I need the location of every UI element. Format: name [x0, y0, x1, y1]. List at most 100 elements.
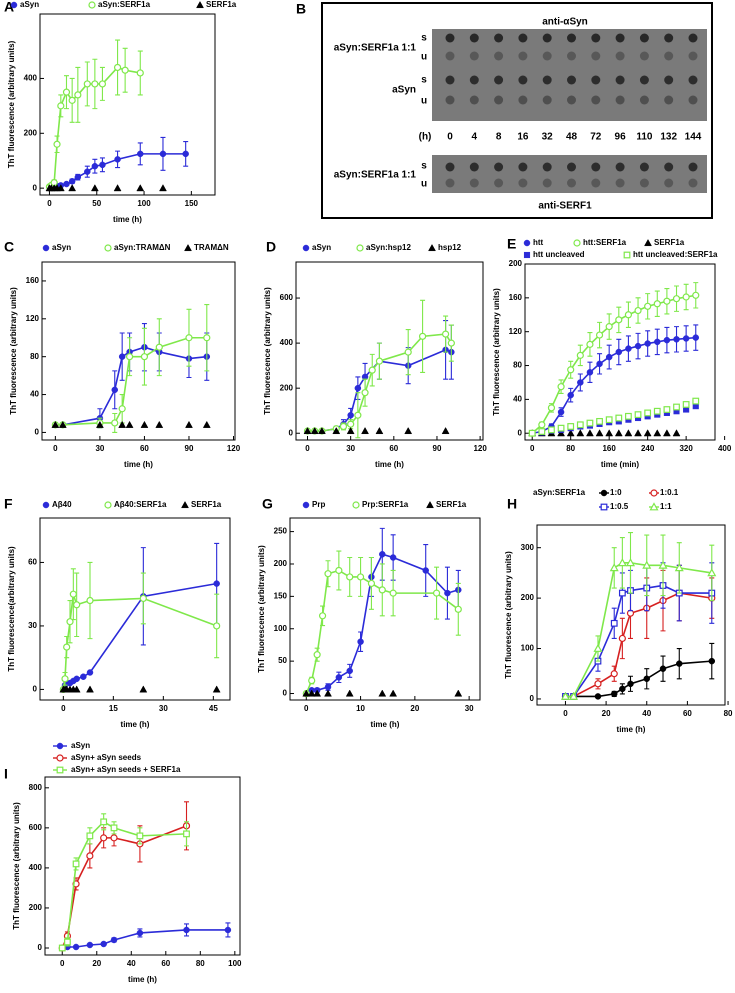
- legend-label: SERF1a: [206, 0, 237, 9]
- data-point: [346, 426, 355, 435]
- legend-label: SERF1a: [191, 500, 222, 509]
- x-tick-label: 120: [227, 444, 241, 453]
- blot-dot: [445, 75, 455, 85]
- y-tick-label: 400: [24, 74, 38, 83]
- blot-dot: [445, 33, 455, 43]
- blot-time: 48: [566, 132, 578, 143]
- blot-dot: [518, 162, 528, 172]
- blot-dot: [567, 75, 576, 85]
- legend-marker: [523, 251, 531, 259]
- blot-dot: [469, 51, 479, 61]
- data-point: [356, 573, 365, 581]
- blot-time: 72: [590, 132, 602, 143]
- blot-dot: [664, 95, 674, 105]
- data-point: [56, 184, 65, 192]
- blot-dot: [542, 33, 552, 43]
- plot-frame: [536, 524, 726, 706]
- legend-marker: [426, 500, 434, 509]
- y-tick-label: 600: [29, 823, 43, 832]
- data-point: [662, 429, 671, 437]
- x-tick-label: 20: [410, 704, 419, 713]
- legend-marker: [302, 244, 310, 252]
- x-tick-label: 60: [683, 709, 692, 718]
- data-point: [136, 832, 144, 840]
- data-point: [594, 680, 602, 688]
- legend-label: htt:SERF1a: [583, 238, 627, 247]
- y-tick-label: 100: [521, 644, 535, 653]
- data-point: [609, 563, 619, 572]
- data-point: [368, 366, 376, 374]
- data-point: [213, 580, 220, 587]
- legend-marker: [42, 244, 50, 252]
- dot-blot: B anti-αSyn anti-SERF1 aSyn:SERF1a 1:1 s…: [296, 1, 713, 219]
- blot-frame: [321, 2, 713, 219]
- legend-marker: [184, 243, 192, 252]
- x-tick-label: 60: [140, 444, 149, 453]
- blot-dot: [615, 75, 625, 85]
- data-point: [614, 429, 623, 437]
- x-tick-label: 100: [228, 959, 242, 968]
- legend-label: aSyn+ aSyn seeds + SERF1a: [71, 765, 181, 774]
- data-point: [317, 426, 326, 435]
- data-point: [346, 667, 353, 675]
- x-tick-label: 90: [433, 444, 442, 453]
- data-point: [137, 150, 144, 158]
- data-point: [644, 302, 652, 310]
- legend-marker: [649, 502, 659, 511]
- blot-time: 32: [542, 132, 554, 143]
- legend-title: aSyn:SERF1a: [533, 488, 586, 497]
- blot-dot: [688, 95, 698, 105]
- x-tick-label: 45: [209, 704, 218, 713]
- panel-letter: F: [4, 496, 13, 512]
- blot-dot: [591, 75, 601, 85]
- legend-label: htt: [533, 238, 544, 247]
- data-point: [389, 689, 398, 697]
- data-point: [84, 168, 91, 175]
- x-tick-label: 30: [465, 704, 474, 713]
- blot-dot: [591, 95, 601, 105]
- x-tick-label: 160: [602, 444, 616, 453]
- data-point: [653, 300, 661, 308]
- data-point: [354, 384, 362, 392]
- blot-time: 8: [496, 132, 502, 143]
- blot-dot: [494, 162, 504, 172]
- x-axis-label: time (h): [124, 460, 153, 469]
- blot-dot: [664, 162, 674, 172]
- x-tick-label: 80: [196, 959, 205, 968]
- blot-dot: [518, 178, 528, 188]
- y-tick-label: 120: [26, 314, 40, 323]
- blot-image: [432, 155, 707, 193]
- data-point: [610, 690, 618, 698]
- data-point: [346, 573, 354, 581]
- blot-antibody: anti-αSyn: [542, 17, 588, 28]
- data-point: [213, 622, 221, 630]
- data-point: [548, 426, 555, 434]
- legend-marker: [623, 251, 631, 259]
- data-point: [654, 338, 661, 346]
- data-point: [672, 295, 681, 303]
- data-point: [100, 818, 108, 826]
- blot-dot: [469, 162, 479, 172]
- panel-letter: I: [4, 766, 8, 782]
- legend-label: 1:0: [610, 488, 622, 497]
- data-point: [74, 91, 82, 99]
- data-point: [332, 426, 341, 435]
- x-axis-label: time (h): [371, 720, 400, 729]
- data-point: [307, 689, 316, 697]
- x-tick-label: 240: [641, 444, 655, 453]
- legend-label: aSyn:SERF1a: [98, 0, 151, 9]
- data-point: [361, 426, 369, 435]
- plot-frame: [44, 776, 241, 956]
- legend-marker: [600, 503, 608, 511]
- data-point: [63, 180, 70, 188]
- data-point: [577, 379, 584, 386]
- y-tick-label: 200: [274, 559, 288, 568]
- x-tick-label: 60: [389, 444, 398, 453]
- legend-label: Aβ40:SERF1a: [114, 500, 167, 509]
- x-tick-label: 0: [304, 704, 309, 713]
- x-axis-label: time (min): [601, 460, 640, 469]
- y-tick-label: 0: [283, 689, 288, 698]
- legend-label: htt uncleaved:SERF1a: [633, 250, 718, 259]
- data-point: [676, 660, 683, 667]
